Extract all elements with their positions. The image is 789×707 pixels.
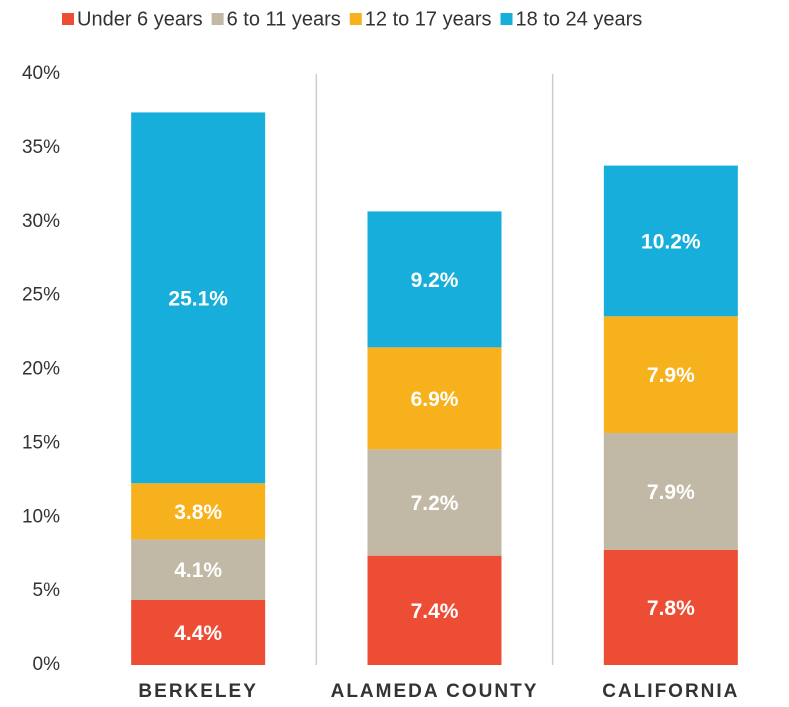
legend-label: 12 to 17 years: [365, 8, 492, 30]
y-tick-label: 35%: [22, 137, 60, 158]
y-tick-label: 25%: [22, 285, 60, 306]
bar-segment: [367, 555, 502, 665]
bar-segment: [131, 539, 266, 600]
data-label: 7.4%: [411, 600, 459, 623]
legend-swatch: [62, 13, 74, 25]
data-label: 7.9%: [647, 364, 695, 387]
y-tick-label: 40%: [22, 63, 60, 84]
data-label: 4.1%: [174, 559, 222, 582]
y-tick-label: 20%: [22, 359, 60, 380]
bar-segment: [603, 316, 738, 434]
legend-swatch: [500, 13, 513, 25]
bar-segment: [367, 347, 502, 450]
data-label: 7.9%: [647, 481, 695, 504]
y-tick-label: 0%: [33, 654, 61, 675]
legend-swatch: [211, 13, 224, 25]
bar-segment: [603, 165, 738, 317]
bar-segment: [131, 112, 266, 484]
x-tick-label: BERKELEY: [138, 681, 257, 702]
bar-segment: [367, 211, 502, 348]
data-label: 7.2%: [411, 492, 459, 515]
data-label: 4.4%: [174, 622, 222, 645]
bar-segment: [131, 599, 266, 665]
x-tick-label: ALAMEDA COUNTY: [331, 681, 539, 702]
legend-label: 18 to 24 years: [516, 8, 643, 30]
bar-segment: [603, 549, 738, 665]
data-label: 9.2%: [411, 269, 459, 292]
data-label: 10.2%: [641, 231, 701, 254]
y-tick-label: 10%: [22, 506, 60, 527]
data-label: 6.9%: [411, 388, 459, 411]
x-tick-label: CALIFORNIA: [602, 681, 739, 702]
data-label: 7.8%: [647, 597, 695, 620]
y-tick-label: 5%: [33, 580, 61, 601]
data-label: 3.8%: [174, 501, 222, 524]
legend-swatch: [349, 13, 362, 25]
bar-segment: [131, 483, 266, 540]
y-tick-label: 15%: [22, 432, 60, 453]
legend-label: Under 6 years: [77, 8, 203, 30]
legend-label: 6 to 11 years: [227, 8, 341, 30]
bar-segment: [367, 449, 502, 556]
bar-segment: [603, 433, 738, 550]
y-tick-label: 30%: [22, 211, 60, 232]
data-label: 25.1%: [168, 287, 228, 310]
